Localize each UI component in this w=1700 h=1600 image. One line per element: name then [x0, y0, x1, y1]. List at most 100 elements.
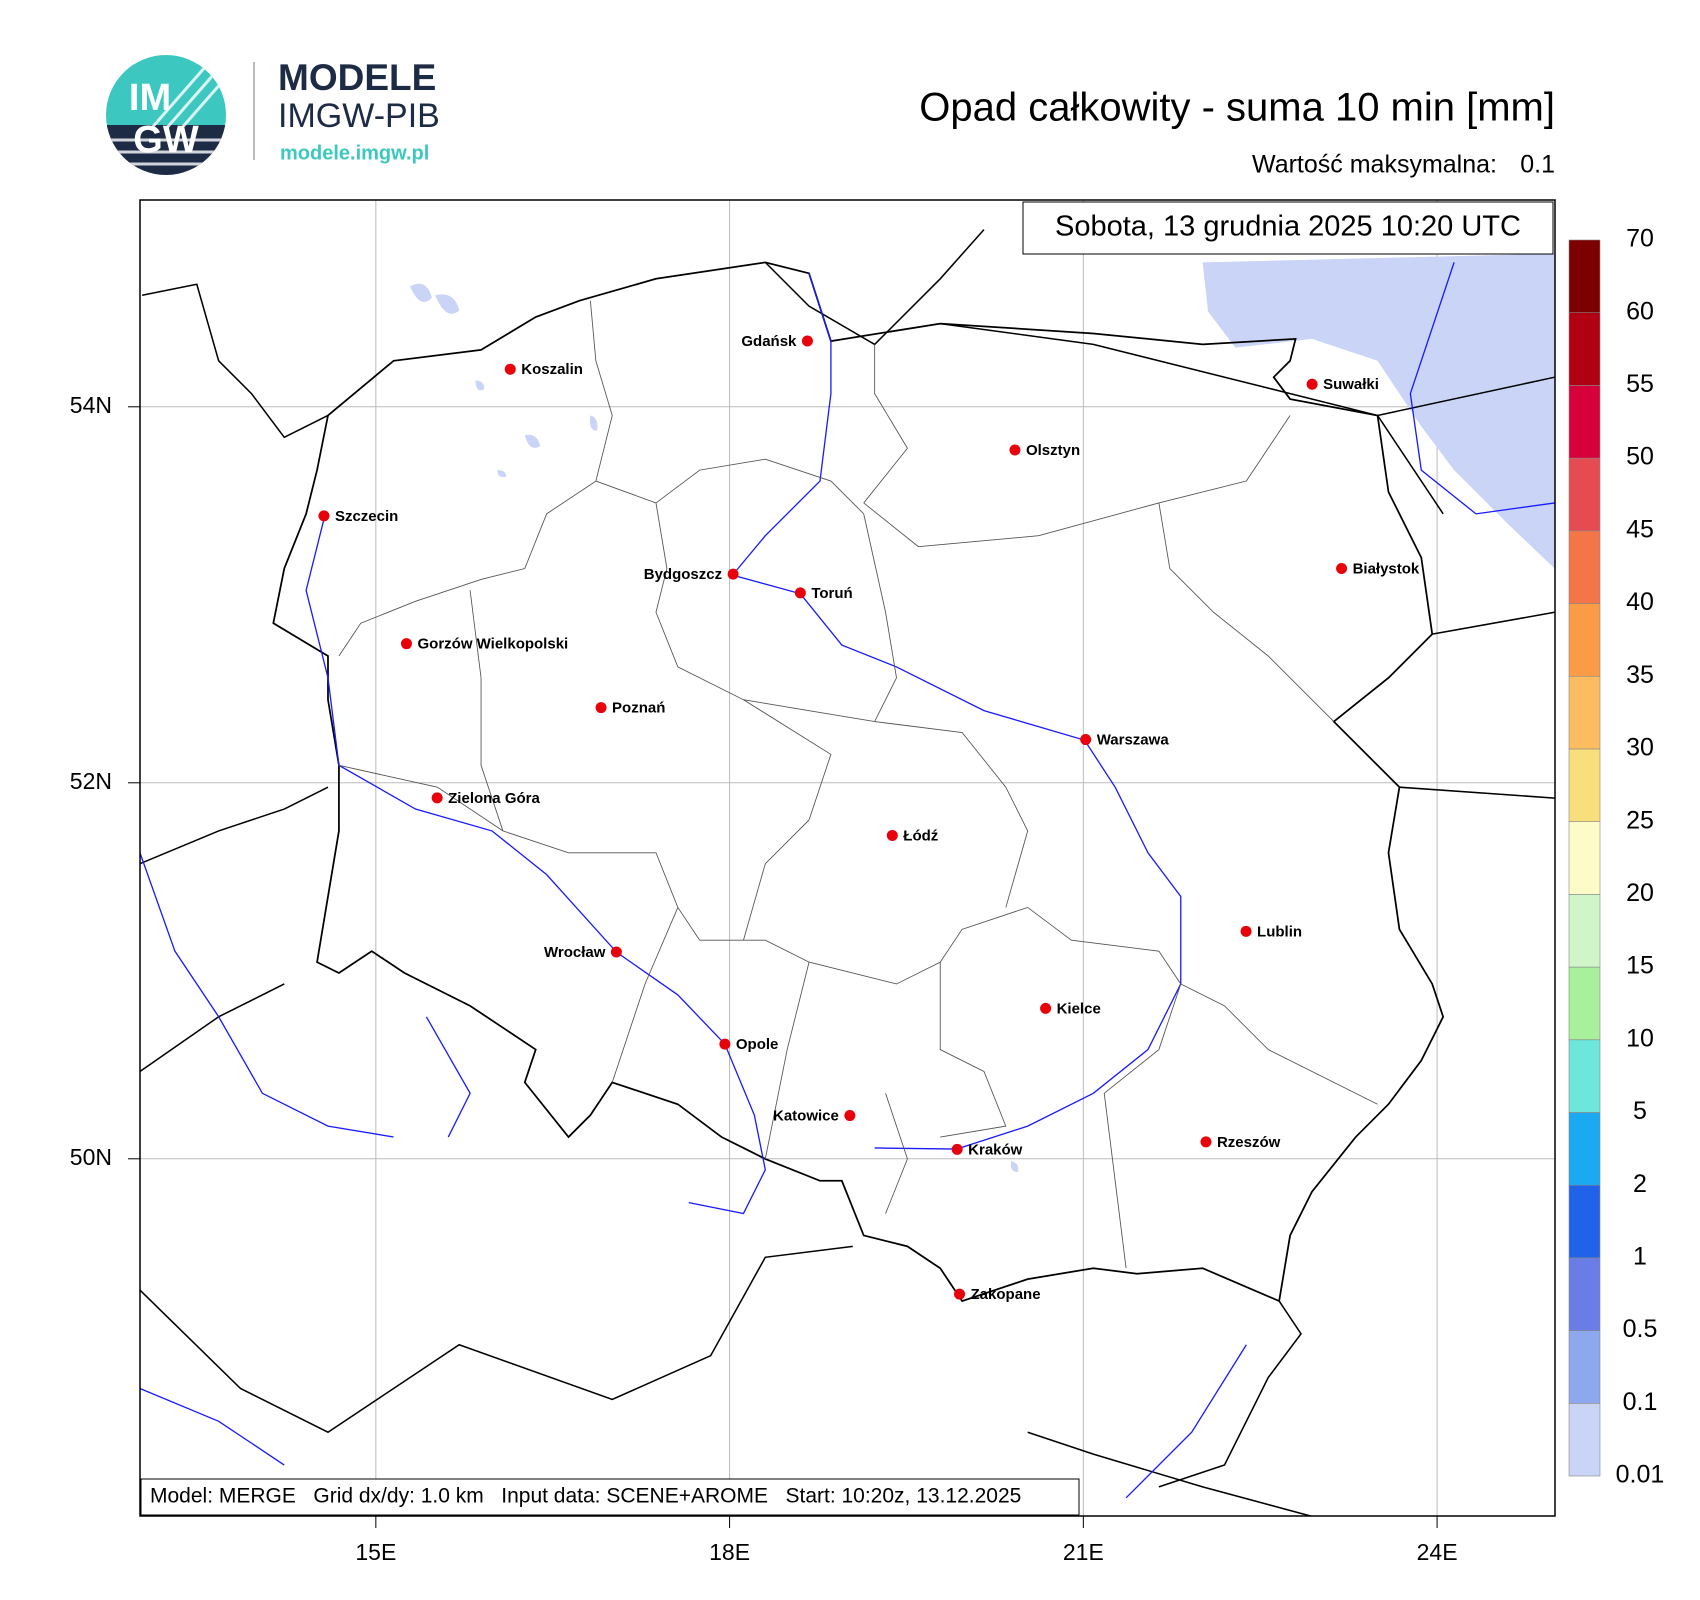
logo-text: GW [133, 119, 199, 161]
city-dot [719, 1038, 731, 1050]
city-label: Gdańsk [741, 333, 797, 350]
city-label: Kraków [968, 1141, 1023, 1158]
colorbar-box [1568, 748, 1601, 822]
city-label: Zielona Góra [448, 790, 540, 807]
city-dot [794, 587, 806, 599]
city-label: Białystok [1353, 560, 1420, 577]
colorbar-box [1568, 1402, 1601, 1477]
colorbar-box [1568, 385, 1601, 459]
colorbar-box [1568, 1112, 1601, 1186]
y-tick-label: 54N [70, 392, 112, 418]
colorbar-box [1568, 239, 1601, 314]
city-label: Lublin [1257, 923, 1302, 940]
city-label: Łódź [903, 827, 938, 844]
colorbar-label: 60 [1626, 297, 1654, 325]
colorbar-box [1568, 1184, 1601, 1259]
colorbar-box [1568, 312, 1601, 386]
footer-box [140, 1478, 1080, 1516]
city-dot [504, 363, 516, 375]
x-tick-label: 24E [1417, 1539, 1458, 1565]
city-label: Katowice [773, 1108, 839, 1125]
max-label: Wartość maksymalna: [1252, 151, 1497, 179]
colorbar-label: 35 [1626, 661, 1654, 689]
map-area [140, 200, 1555, 1516]
colorbar-label: 30 [1626, 734, 1654, 762]
colorbar-box [1568, 675, 1601, 750]
city-dot [1240, 925, 1252, 937]
colorbar-box [1568, 1330, 1601, 1404]
colorbar-box [1568, 1039, 1601, 1113]
border [272, 261, 1445, 1303]
city-dot [954, 1288, 966, 1300]
colorbar-label: 0.5 [1623, 1315, 1658, 1343]
city-label: Koszalin [521, 361, 583, 378]
colorbar-label: 50 [1626, 443, 1654, 471]
colorbar-label: 70 [1626, 225, 1654, 253]
cities: Gdańsk Koszalin Suwałki Olsztyn Szczecin Biał… [318, 333, 1420, 1303]
url: modele.imgw.pl [280, 142, 429, 164]
city-label: Toruń [811, 585, 852, 602]
max-value: 0.1 [1520, 151, 1555, 179]
city-label: Wrocław [544, 944, 606, 961]
colorbar-label: 25 [1626, 806, 1654, 834]
city-dot [1080, 734, 1092, 746]
city-dot [1336, 562, 1348, 574]
colorbar-box [1568, 966, 1601, 1041]
colorbar-label: 10 [1626, 1024, 1654, 1052]
city-dot [727, 568, 739, 580]
x-tick-label: 18E [709, 1539, 750, 1565]
city-dot [318, 510, 330, 522]
colorbar-box [1568, 457, 1601, 532]
logo-text: IM [129, 77, 171, 119]
precip-area [1202, 253, 1555, 569]
city-dot [431, 792, 443, 804]
colorbar-label: 55 [1626, 370, 1654, 398]
colorbar-label: 20 [1626, 879, 1654, 907]
title: Opad całkowity - suma 10 min [mm] [919, 86, 1555, 130]
y-tick-label: 50N [70, 1144, 112, 1170]
city-label: Opole [736, 1036, 779, 1053]
footer: Model: MERGE Grid dx/dy: 1.0 km Input da… [150, 1485, 1021, 1508]
city-dot [400, 638, 412, 650]
geography [140, 229, 1555, 1516]
colorbar-label: 40 [1626, 588, 1654, 616]
x-tick-label: 21E [1063, 1539, 1104, 1565]
x-tick-label: 15E [355, 1539, 396, 1565]
city-label: Gorzów Wielkopolski [417, 636, 568, 653]
city-dot [595, 702, 607, 714]
colorbar-box [1568, 1257, 1601, 1331]
date-box [1022, 201, 1554, 255]
ticks: 15E 18E 21E 24E 50N 52N 54N [70, 392, 1458, 1565]
map-frame [139, 199, 1556, 1517]
colorbar-label: 2 [1633, 1170, 1647, 1198]
city-dot [610, 946, 622, 958]
city-label: Suwałki [1323, 376, 1379, 393]
city-dot [1306, 378, 1318, 390]
river [140, 262, 1555, 1499]
y-tick-label: 52N [70, 768, 112, 794]
logo [106, 55, 226, 175]
city-label: Warszawa [1097, 732, 1170, 749]
brand: MODELE [278, 57, 436, 98]
city-dot [844, 1110, 856, 1122]
colorbar-box [1568, 821, 1601, 895]
colorbar-box [1568, 530, 1601, 604]
date: Sobota, 13 grudnia 2025 10:20 UTC [1055, 211, 1521, 243]
org: IMGW-PIB [278, 97, 440, 135]
city-label: Bydgoszcz [644, 566, 722, 583]
city-label: Poznań [612, 700, 665, 717]
grid [140, 200, 1555, 1516]
region-border [338, 300, 1378, 1269]
colorbar-label: 15 [1626, 952, 1654, 980]
city-dot [1200, 1136, 1212, 1148]
city-label: Kielce [1057, 1000, 1101, 1017]
colorbar-label: 1 [1633, 1242, 1647, 1270]
colorbar-label: 0.1 [1623, 1388, 1658, 1416]
city-label: Zakopane [971, 1286, 1041, 1303]
colorbar-label: 5 [1633, 1097, 1647, 1125]
city-dot [886, 829, 898, 841]
city-label: Rzeszów [1217, 1134, 1281, 1151]
